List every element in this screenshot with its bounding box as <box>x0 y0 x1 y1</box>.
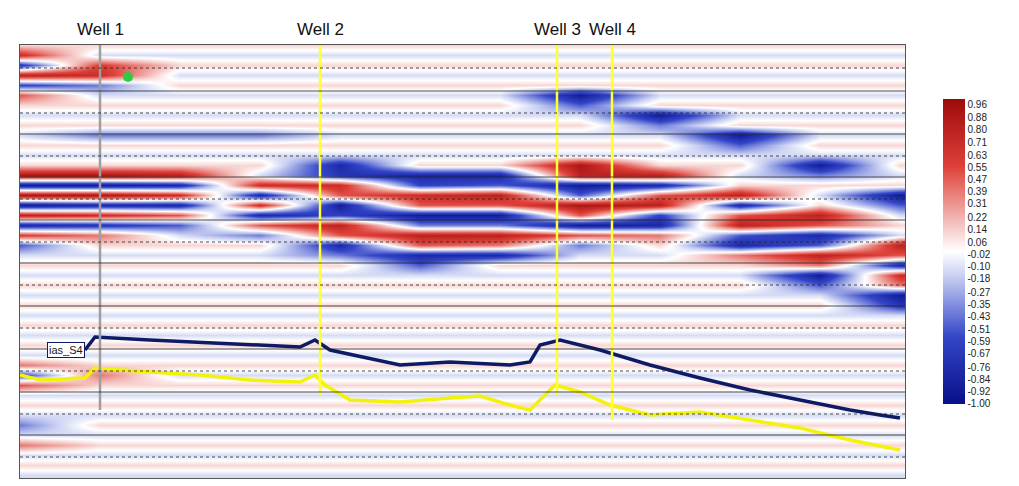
svg-text:-0.18: -0.18 <box>968 273 991 284</box>
svg-text:0.22: 0.22 <box>968 212 988 223</box>
svg-text:Well 1: Well 1 <box>77 20 124 39</box>
svg-text:-0.10: -0.10 <box>968 261 991 272</box>
svg-text:0.39: 0.39 <box>968 186 988 197</box>
svg-text:Well 2: Well 2 <box>297 20 344 39</box>
svg-text:0.96: 0.96 <box>968 99 988 110</box>
svg-text:0.80: 0.80 <box>968 124 988 135</box>
svg-text:Well 3: Well 3 <box>534 20 581 39</box>
svg-text:-0.67: -0.67 <box>968 348 991 359</box>
svg-text:-0.43: -0.43 <box>968 311 991 322</box>
svg-text:0.88: 0.88 <box>968 112 988 123</box>
svg-text:0.31: 0.31 <box>968 198 988 209</box>
svg-text:-0.92: -0.92 <box>968 386 991 397</box>
svg-text:0.55: 0.55 <box>968 162 988 173</box>
svg-text:-1.00: -1.00 <box>968 398 991 409</box>
svg-text:-0.27: -0.27 <box>968 287 991 298</box>
svg-text:ias_S4: ias_S4 <box>49 344 83 356</box>
svg-text:-0.02: -0.02 <box>968 249 991 260</box>
svg-text:0.63: 0.63 <box>968 150 988 161</box>
svg-text:-0.76: -0.76 <box>968 362 991 373</box>
svg-text:-0.35: -0.35 <box>968 299 991 310</box>
svg-text:0.06: 0.06 <box>968 237 988 248</box>
svg-text:0.47: 0.47 <box>968 174 988 185</box>
svg-text:-0.51: -0.51 <box>968 324 991 335</box>
svg-text:Well 4: Well 4 <box>589 20 636 39</box>
svg-text:-0.59: -0.59 <box>968 336 991 347</box>
svg-text:0.14: 0.14 <box>968 224 988 235</box>
svg-text:0.71: 0.71 <box>968 137 988 148</box>
svg-text:-0.84: -0.84 <box>968 374 991 385</box>
